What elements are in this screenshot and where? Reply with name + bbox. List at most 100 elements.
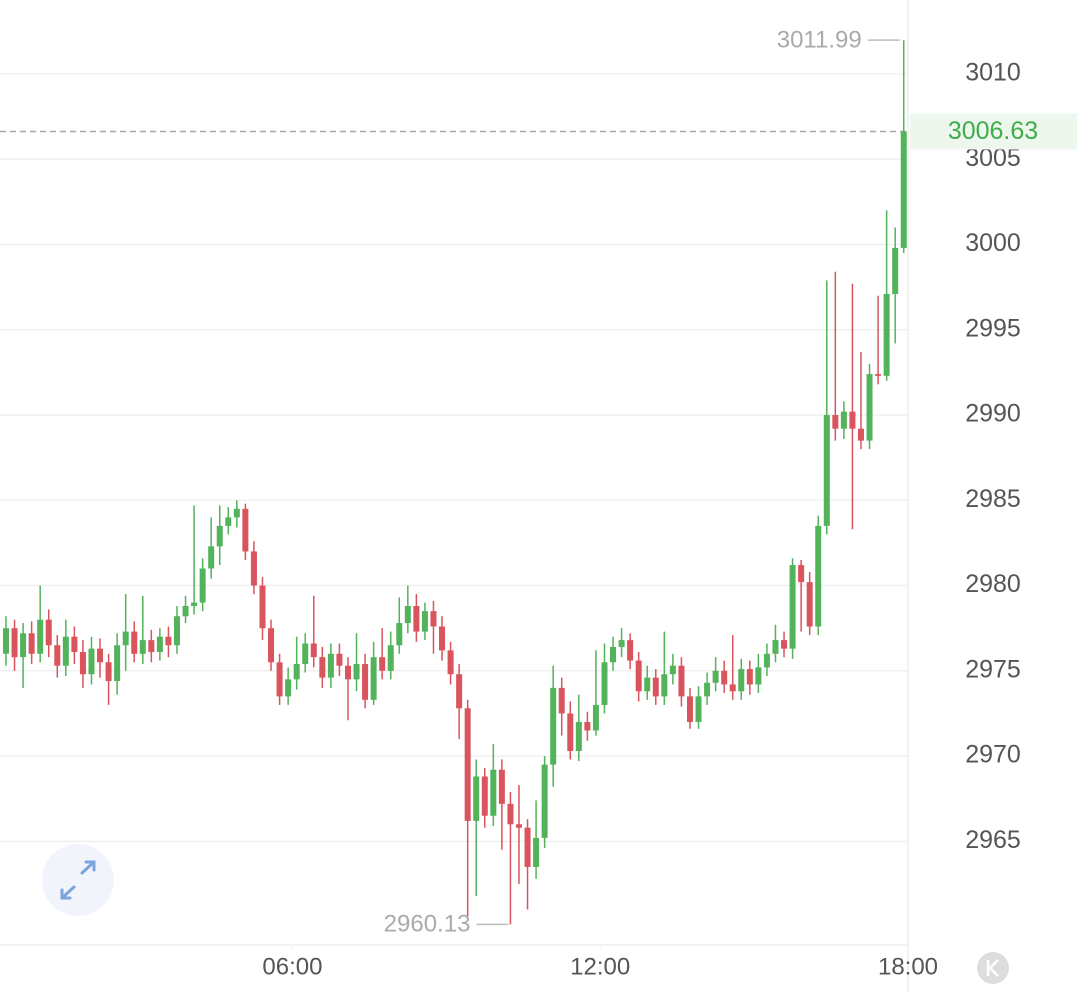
candle-body [456, 674, 463, 709]
candle-body [11, 628, 18, 658]
candle-body [199, 568, 206, 603]
candle-body [2, 628, 9, 654]
candle-body [840, 411, 847, 429]
candle-body [413, 606, 420, 632]
last-price-label: 3006.63 [948, 117, 1038, 145]
candle-body [302, 643, 309, 664]
expand-button-bg[interactable] [42, 844, 114, 916]
y-tick-label: 2975 [965, 655, 1021, 683]
candle-body [464, 708, 471, 821]
candle-body [550, 687, 557, 765]
y-tick-label: 2990 [965, 400, 1021, 428]
candle-body [54, 645, 61, 666]
candle-body [857, 428, 864, 441]
expand-button[interactable] [42, 844, 114, 916]
candle-body [421, 611, 428, 632]
candle-body [746, 669, 753, 685]
candle-body [806, 582, 813, 627]
candle-body [353, 663, 360, 680]
kline-icon[interactable] [986, 959, 999, 977]
candle-body [712, 670, 719, 683]
candle-body [875, 374, 882, 376]
candle-body [28, 633, 35, 654]
candle-body [627, 640, 634, 661]
candle-body [242, 508, 249, 552]
candle-body [362, 663, 369, 700]
candle-body [79, 652, 86, 675]
candle-body [139, 640, 146, 654]
candle-body [669, 665, 676, 675]
candle-body [268, 628, 275, 663]
candle-body [156, 636, 163, 653]
candle-body [114, 645, 121, 682]
candle-body [695, 696, 702, 722]
candle-body [849, 411, 856, 429]
candle-body [686, 696, 693, 722]
x-tick-label: 18:00 [878, 953, 938, 980]
low-label: 2960.13 [384, 911, 471, 938]
candle-body [798, 565, 805, 583]
candle-body [541, 764, 548, 838]
candle-body [481, 776, 488, 816]
candle-body [533, 837, 540, 867]
candle-body [635, 660, 642, 692]
candle-body [652, 677, 659, 697]
candle-body [729, 684, 736, 692]
candle-body [344, 665, 351, 680]
candle-body [498, 769, 505, 804]
candle-body [131, 631, 138, 654]
candle-body [387, 645, 394, 671]
candle-body [781, 640, 788, 649]
candle-body [430, 611, 437, 627]
candle-body [892, 247, 899, 294]
candle-body [610, 646, 617, 663]
last-price-badge [910, 113, 1077, 150]
candle-body [336, 653, 343, 666]
candle-body [327, 653, 334, 678]
x-tick-label: 12:00 [570, 953, 630, 980]
candle-body [37, 619, 44, 654]
candle-body [524, 827, 531, 867]
candle-body [567, 713, 574, 751]
candle-body [866, 374, 873, 441]
kline-button-bg[interactable] [977, 952, 1009, 984]
candle-body [601, 662, 608, 705]
candle-body [310, 643, 317, 658]
kline-button[interactable] [977, 952, 1009, 984]
candle-body [584, 721, 591, 731]
candle-body [447, 650, 454, 675]
candle-body [592, 704, 599, 731]
candle-body [490, 769, 497, 816]
candle-body [182, 606, 189, 617]
candle-body [250, 551, 257, 586]
candle-body [165, 636, 172, 646]
candle-body [216, 525, 223, 547]
candle-body [88, 648, 95, 675]
candle-body [404, 606, 411, 624]
candle-body [439, 626, 446, 651]
candle-body [763, 653, 770, 668]
candle-body [208, 546, 215, 569]
candle-body [823, 415, 830, 526]
candle-body [122, 631, 129, 646]
candle-body [225, 517, 232, 526]
candle-body [97, 648, 104, 663]
candle-body [721, 670, 728, 685]
high-label: 3011.99 [777, 26, 862, 53]
candle-body [678, 665, 685, 697]
candle-body [45, 619, 52, 646]
candle-body [20, 633, 27, 658]
candle-body [789, 565, 796, 649]
candle-body [191, 602, 198, 607]
candle-body [62, 636, 69, 666]
candle-body [618, 640, 625, 647]
candle-body [473, 776, 480, 821]
expand-icon[interactable] [60, 860, 96, 900]
candle-body [285, 679, 292, 697]
y-tick-label: 2965 [965, 826, 1021, 854]
candle-body [370, 657, 377, 700]
candle-body [71, 636, 78, 653]
y-tick-label: 2985 [965, 485, 1021, 513]
